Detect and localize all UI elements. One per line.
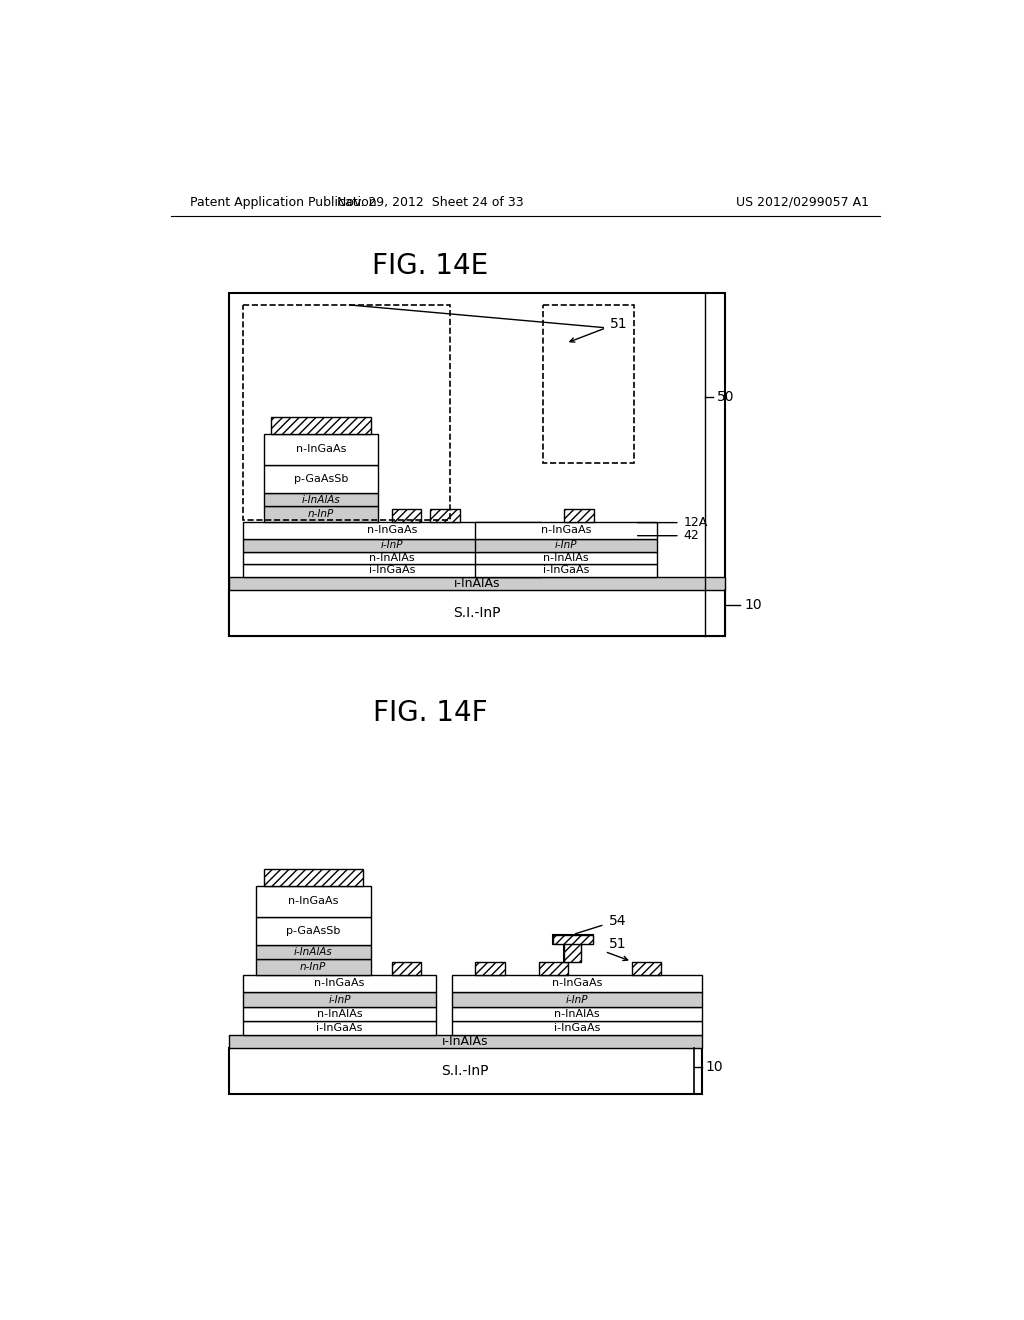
- Text: i-InAlAs: i-InAlAs: [442, 1035, 488, 1048]
- Text: Patent Application Publication: Patent Application Publication: [190, 195, 377, 209]
- Text: n-InGaAs: n-InGaAs: [288, 896, 338, 907]
- Bar: [539, 961, 568, 974]
- Bar: [475, 564, 657, 577]
- Text: 51: 51: [608, 937, 626, 950]
- Bar: [228, 590, 725, 636]
- Text: n-InGaAs: n-InGaAs: [314, 978, 365, 989]
- Text: n-InAlAs: n-InAlAs: [554, 1008, 599, 1019]
- Text: n-InAlAs: n-InAlAs: [544, 553, 589, 564]
- Bar: [263, 494, 378, 507]
- Text: Nov. 29, 2012  Sheet 24 of 33: Nov. 29, 2012 Sheet 24 of 33: [337, 195, 523, 209]
- Text: i-InAlAs: i-InAlAs: [302, 495, 340, 504]
- Bar: [243, 564, 541, 577]
- Bar: [263, 869, 362, 886]
- Text: 10: 10: [744, 598, 762, 612]
- Bar: [263, 507, 378, 521]
- Bar: [228, 1035, 701, 1048]
- Text: i-InAlAs: i-InAlAs: [454, 577, 500, 590]
- Bar: [243, 305, 451, 520]
- Text: i-InP: i-InP: [329, 995, 351, 1005]
- Text: FIG. 14E: FIG. 14E: [372, 252, 488, 280]
- Bar: [243, 1007, 436, 1020]
- Text: S.I.-InP: S.I.-InP: [441, 1064, 488, 1078]
- Bar: [543, 305, 634, 462]
- Text: 12A: 12A: [684, 516, 708, 529]
- Text: US 2012/0299057 A1: US 2012/0299057 A1: [736, 195, 868, 209]
- Bar: [256, 917, 371, 945]
- Bar: [243, 539, 541, 552]
- Text: 10: 10: [706, 1060, 723, 1074]
- Bar: [475, 539, 657, 552]
- Bar: [256, 960, 371, 974]
- Bar: [452, 1007, 701, 1020]
- Bar: [256, 945, 371, 960]
- Bar: [243, 993, 436, 1007]
- Text: FIG. 14F: FIG. 14F: [373, 698, 487, 727]
- Text: i-InAlAs: i-InAlAs: [294, 948, 333, 957]
- Text: i-InGaAs: i-InGaAs: [554, 1023, 600, 1032]
- Bar: [632, 961, 662, 974]
- Text: S.I.-InP: S.I.-InP: [453, 606, 501, 619]
- Text: 42: 42: [684, 529, 699, 543]
- Text: n-InP: n-InP: [308, 510, 334, 519]
- Bar: [452, 974, 701, 993]
- Text: n-InGaAs: n-InGaAs: [367, 525, 417, 536]
- Text: 50: 50: [717, 391, 734, 404]
- Bar: [475, 961, 505, 974]
- Text: i-InGaAs: i-InGaAs: [316, 1023, 362, 1032]
- Bar: [256, 886, 371, 917]
- Bar: [553, 935, 593, 944]
- Bar: [553, 935, 593, 944]
- Bar: [475, 521, 657, 539]
- Text: n-InAlAs: n-InAlAs: [369, 553, 415, 564]
- Text: n-InGaAs: n-InGaAs: [296, 445, 346, 454]
- Bar: [228, 1048, 701, 1094]
- Text: n-InAlAs: n-InAlAs: [316, 1008, 362, 1019]
- Text: i-InP: i-InP: [555, 540, 578, 550]
- Bar: [228, 577, 725, 590]
- Text: n-InGaAs: n-InGaAs: [541, 525, 592, 536]
- Text: i-InP: i-InP: [565, 995, 588, 1005]
- Bar: [564, 508, 594, 521]
- Bar: [391, 508, 421, 521]
- Bar: [430, 508, 460, 521]
- Bar: [228, 293, 725, 636]
- Bar: [263, 434, 378, 465]
- Text: n-InGaAs: n-InGaAs: [552, 978, 602, 989]
- Bar: [243, 521, 541, 539]
- Bar: [243, 552, 541, 564]
- Text: i-InP: i-InP: [381, 540, 403, 550]
- Text: 54: 54: [608, 913, 626, 928]
- Bar: [243, 974, 436, 993]
- Bar: [391, 961, 421, 974]
- Bar: [475, 552, 657, 564]
- Text: 51: 51: [610, 317, 628, 331]
- Text: p-GaAsSb: p-GaAsSb: [286, 927, 340, 936]
- Bar: [452, 993, 701, 1007]
- Text: i-InGaAs: i-InGaAs: [543, 565, 590, 576]
- Bar: [564, 942, 582, 961]
- Text: p-GaAsSb: p-GaAsSb: [294, 474, 348, 484]
- Bar: [263, 465, 378, 494]
- Text: n-InP: n-InP: [300, 962, 327, 972]
- Text: i-InGaAs: i-InGaAs: [369, 565, 415, 576]
- Bar: [271, 417, 371, 434]
- Bar: [243, 1020, 436, 1035]
- Bar: [564, 942, 582, 961]
- Bar: [452, 1020, 701, 1035]
